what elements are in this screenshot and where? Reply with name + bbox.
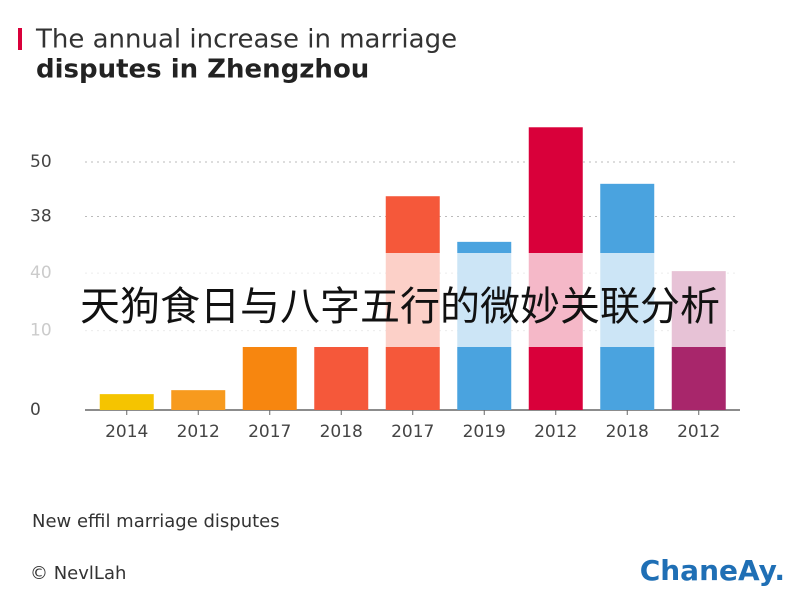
x-tick-label: 2018 — [606, 422, 649, 442]
plot-area: 0104038502014201220172018201720192012201… — [0, 127, 800, 442]
title-accent — [18, 28, 22, 50]
y-tick-label: 50 — [30, 152, 52, 172]
x-tick-label: 2017 — [391, 422, 434, 442]
bar — [171, 390, 226, 410]
x-tick-label: 2018 — [320, 422, 363, 442]
chart-title: disputes in Zhengzhou — [36, 55, 369, 85]
overlay-band — [0, 253, 800, 347]
y-tick-label: 38 — [30, 207, 52, 227]
x-tick-label: 2014 — [105, 422, 148, 442]
credit: © NevlLah — [30, 563, 126, 584]
bar — [242, 347, 297, 410]
footnote: New effil marriage disputes — [32, 511, 280, 532]
x-tick-label: 2017 — [248, 422, 291, 442]
bar — [314, 347, 369, 410]
x-tick-label: 2012 — [677, 422, 720, 442]
logo: ChaneAy. — [640, 554, 785, 587]
bar — [99, 394, 154, 410]
x-tick-label: 2019 — [463, 422, 506, 442]
overlay-text: 天狗食日与八字五行的微妙关联分析 — [80, 284, 720, 330]
x-tick-label: 2012 — [534, 422, 577, 442]
x-tick-label: 2012 — [177, 422, 220, 442]
y-tick-label: 0 — [30, 400, 41, 420]
chart-title: The annual increase in marriage — [35, 25, 457, 55]
